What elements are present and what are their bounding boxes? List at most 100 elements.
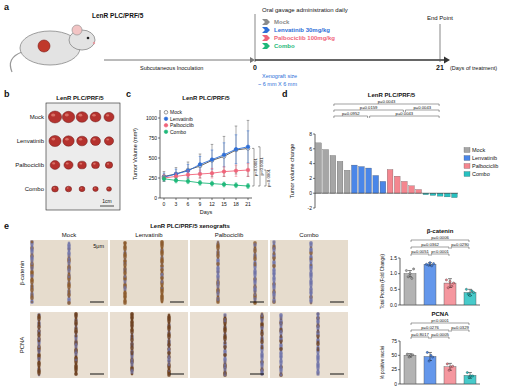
legend-swatch xyxy=(464,172,470,177)
data-point xyxy=(453,282,455,284)
ihc-cell xyxy=(161,277,163,279)
p-value: p=0.0043 xyxy=(378,99,396,104)
error-bar xyxy=(235,183,238,188)
ihc-cell xyxy=(38,362,41,365)
ihc-cell xyxy=(272,240,276,244)
ihc-cell xyxy=(31,301,34,304)
ihc-cell xyxy=(124,268,126,270)
ihc-cell xyxy=(273,273,275,275)
error-bar xyxy=(163,176,166,181)
ihc-cell xyxy=(280,366,282,368)
tumor-highlight xyxy=(51,138,55,141)
ihc-cell xyxy=(161,251,164,254)
y-axis xyxy=(160,110,161,198)
ihc-cell xyxy=(253,243,257,247)
bar xyxy=(464,375,476,384)
ihc-cell xyxy=(317,365,319,367)
x-tick-label: 18 xyxy=(233,201,239,207)
ihc-cell xyxy=(75,327,78,330)
data-point xyxy=(198,163,202,167)
ihc-cell xyxy=(280,322,283,325)
ihc-cell xyxy=(217,253,220,256)
ihc-cell xyxy=(37,349,41,353)
ihc-cell xyxy=(75,341,77,343)
ihc-cell xyxy=(168,360,170,362)
ihc-cell xyxy=(280,322,282,324)
column-label: Lenvatinib xyxy=(135,232,163,238)
error-bar xyxy=(163,173,166,181)
p-value: p=0.0276 xyxy=(421,325,439,330)
bar xyxy=(330,155,336,193)
data-point xyxy=(162,176,166,180)
ihc-cell xyxy=(280,374,282,376)
y-tick-label: 0 xyxy=(394,381,397,387)
y-tick-label: 25 xyxy=(391,366,397,372)
arrow-head xyxy=(250,57,255,63)
scale-bar xyxy=(170,302,184,303)
y-tick-label: 500 xyxy=(149,155,158,161)
ihc-cell xyxy=(261,313,263,315)
ihc-cell xyxy=(31,285,33,287)
ihc-cell xyxy=(279,355,283,359)
ihc-cell xyxy=(161,259,163,261)
data-point xyxy=(432,356,434,358)
ihc-cell xyxy=(168,314,170,316)
legend-label: Palbociclib xyxy=(472,163,498,169)
ihc-cell xyxy=(280,344,283,347)
ihc-cell xyxy=(261,327,263,329)
ihc-cell xyxy=(273,255,275,257)
ihc-cell xyxy=(30,266,34,270)
ihc-cell xyxy=(68,284,71,287)
data-point xyxy=(447,287,449,289)
ihc-cell xyxy=(123,295,127,299)
x-tick-label: 21 xyxy=(245,201,251,207)
tumor-image xyxy=(104,137,113,145)
row-label: Lenvatinib xyxy=(17,138,45,144)
y-tick xyxy=(313,134,315,135)
ihc-cell xyxy=(254,264,257,267)
legend-swatch xyxy=(262,19,270,25)
ihc-cell xyxy=(217,271,219,273)
data-point xyxy=(431,265,433,267)
ihc-cell xyxy=(38,354,41,357)
figure: abcdeLenR PLC/PRF/5Subcutaneous Inoculat… xyxy=(0,0,530,390)
y-axis xyxy=(400,341,401,384)
data-point xyxy=(222,153,226,157)
bar xyxy=(373,175,379,193)
p-value: p=0.0043 xyxy=(396,111,414,116)
ihc-cell xyxy=(68,258,70,260)
ihc-cell xyxy=(124,296,126,298)
data-point xyxy=(426,351,428,353)
p-value: p<0.0001 xyxy=(431,249,449,254)
ihc-cell xyxy=(254,280,256,282)
ihc-cell xyxy=(260,318,264,322)
x-tick xyxy=(212,198,213,200)
end-point-label: End Point xyxy=(427,15,453,21)
error-bar xyxy=(247,164,250,177)
ihc-cell xyxy=(124,278,127,281)
ihc-cell xyxy=(310,258,313,261)
row-label: β-catenin xyxy=(19,261,25,286)
legend-label: Lenvatinib xyxy=(170,116,193,122)
significance-bracket xyxy=(451,247,469,249)
panel-label: c xyxy=(126,89,131,99)
tumor-image xyxy=(104,112,114,121)
legend-label: Lenvatinib xyxy=(472,155,497,161)
ihc-cell xyxy=(68,252,71,255)
ihc-cell xyxy=(30,300,34,304)
ihc-cell xyxy=(254,298,257,301)
ihc-cell xyxy=(38,370,41,373)
p-value: p=0.0952 xyxy=(342,111,360,116)
y-tick-label: 0 xyxy=(309,190,312,196)
ihc-cell xyxy=(131,317,134,320)
ihc-cell xyxy=(131,325,133,327)
tumor-highlight xyxy=(67,187,69,188)
ihc-cell xyxy=(217,281,219,283)
data-point xyxy=(448,369,450,371)
ihc-cell xyxy=(273,247,275,249)
ihc-cell xyxy=(68,266,70,268)
ihc-cell xyxy=(254,288,257,291)
ihc-cell xyxy=(224,336,226,338)
ihc-cell xyxy=(254,254,256,256)
ihc-cell xyxy=(160,268,164,272)
